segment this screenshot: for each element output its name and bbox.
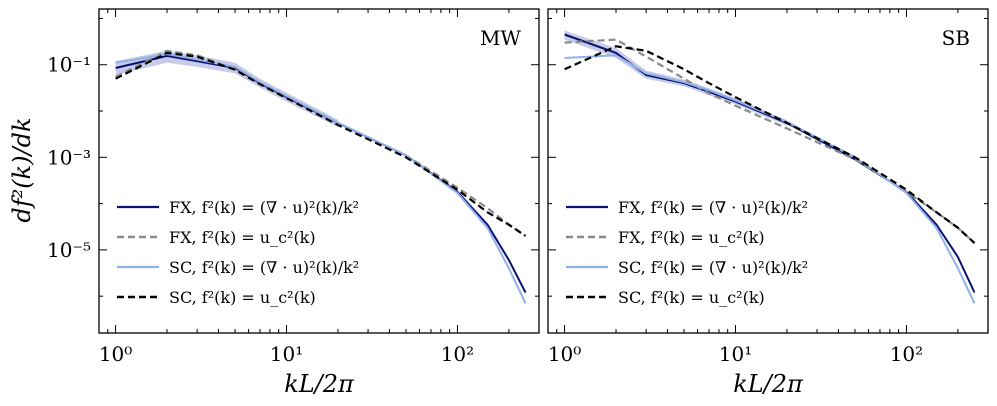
legend-label: SC, f²(k) = u_c²(k) — [169, 288, 316, 307]
uncertainty-band-series-0 — [564, 30, 787, 126]
legend: FX, f²(k) = (∇ · u)²(k)/k² FX, f²(k) = u_… — [566, 198, 808, 307]
legend: FX, f²(k) = (∇ · u)²(k)/k² FX, f²(k) = u_… — [117, 198, 359, 307]
series-line-2 — [115, 53, 527, 304]
x-axis-label-left: kL/2π — [284, 370, 355, 398]
plot-area — [115, 49, 527, 304]
legend-label: SC, f²(k) = (∇ · u)²(k)/k² — [169, 258, 359, 277]
axes-frame — [547, 8, 989, 334]
plot-area — [564, 30, 976, 304]
legend-label: FX, f²(k) = (∇ · u)²(k)/k² — [618, 198, 808, 217]
series-line-0 — [115, 54, 527, 293]
panel-label: MW — [480, 26, 521, 50]
x-tick-label: 10⁰ — [99, 342, 132, 366]
legend-label: FX, f²(k) = u_c²(k) — [169, 228, 316, 247]
series-line-0 — [564, 33, 976, 293]
series-line-2 — [564, 54, 976, 304]
axes-frame — [98, 8, 540, 334]
x-tick-label: 10² — [890, 342, 923, 366]
x-tick-label: 10² — [441, 342, 474, 366]
y-axis-label: df²(k)/dk — [8, 117, 36, 222]
series-line-3 — [115, 51, 527, 237]
legend-label: FX, f²(k) = (∇ · u)²(k)/k² — [169, 198, 359, 217]
x-tick-label: 10⁰ — [548, 342, 581, 366]
y-tick-label: 10⁻⁵ — [47, 238, 91, 262]
panel-label: SB — [942, 26, 970, 50]
x-tick-label: 10¹ — [270, 342, 303, 366]
legend-label: FX, f²(k) = u_c²(k) — [618, 228, 765, 247]
x-axis-label-right: kL/2π — [733, 370, 804, 398]
panel-mw: 10⁰ 10¹ 10² 10⁻¹ 10⁻³ 10⁻⁵ MW FX, f²(k) = (∇ · … — [47, 8, 540, 366]
legend-label: SC, f²(k) = (∇ · u)²(k)/k² — [618, 258, 808, 277]
y-tick-label: 10⁻³ — [47, 145, 91, 169]
y-tick-label: 10⁻¹ — [47, 53, 91, 77]
series-line-3 — [564, 45, 976, 244]
x-tick-label: 10¹ — [719, 342, 752, 366]
legend-label: SC, f²(k) = u_c²(k) — [618, 288, 765, 307]
